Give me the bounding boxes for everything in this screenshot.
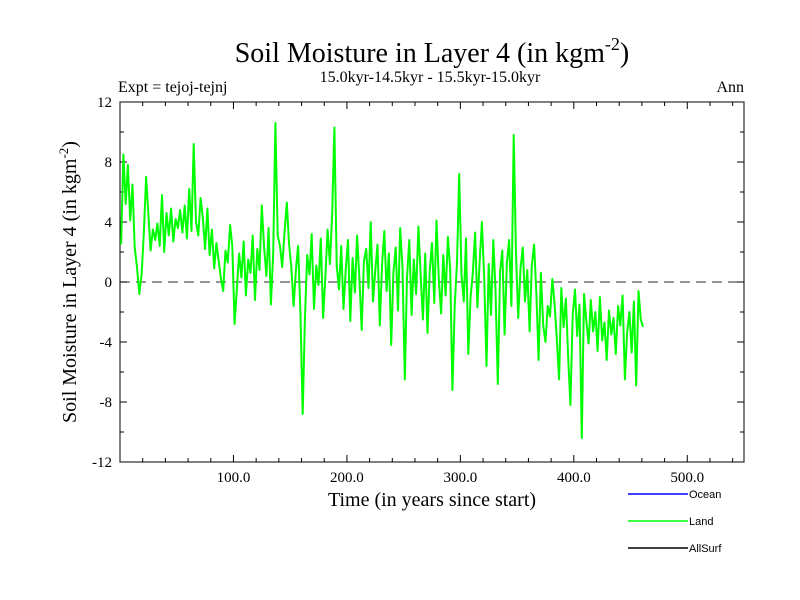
x-axis: 100.0 200.0 300.0 400.0 500.0 <box>142 102 734 486</box>
y-tick-label: 12 <box>97 95 112 111</box>
season-label: Ann <box>716 79 744 96</box>
x-tick-label: 100.0 <box>217 470 251 486</box>
y-tick-label: 0 <box>105 275 113 291</box>
legend-label-land: Land <box>689 516 713 528</box>
x-axis-label: Time (in years since start) <box>328 489 536 511</box>
y-axis-label: Soil Moisture in Layer 4 (in kgm-2) <box>56 141 81 423</box>
y-tick-label: 8 <box>105 155 113 171</box>
x-tick-label: 500.0 <box>670 470 704 486</box>
y-tick-label: -8 <box>100 395 113 411</box>
series-group <box>120 122 644 439</box>
series-line-land <box>120 122 644 439</box>
legend: Ocean Land AllSurf <box>628 489 722 555</box>
y-tick-label: -12 <box>92 455 112 471</box>
y-tick-label: 4 <box>105 215 113 231</box>
y-tick-label: -4 <box>100 335 113 351</box>
legend-label-allsurf: AllSurf <box>689 543 722 555</box>
chart-title: Soil Moisture in Layer 4 (in kgm-2) <box>235 34 630 69</box>
legend-label-ocean: Ocean <box>689 489 721 501</box>
chart-subtitle: 15.0kyr-14.5kyr - 15.5kyr-15.0kyr <box>320 69 541 86</box>
y-axis: -12 -8 -4 0 4 8 12 <box>92 95 744 471</box>
x-tick-label: 400.0 <box>557 470 591 486</box>
expt-label: Expt = tejoj-tejnj <box>118 79 227 96</box>
x-tick-label: 200.0 <box>330 470 364 486</box>
x-tick-label: 300.0 <box>443 470 477 486</box>
